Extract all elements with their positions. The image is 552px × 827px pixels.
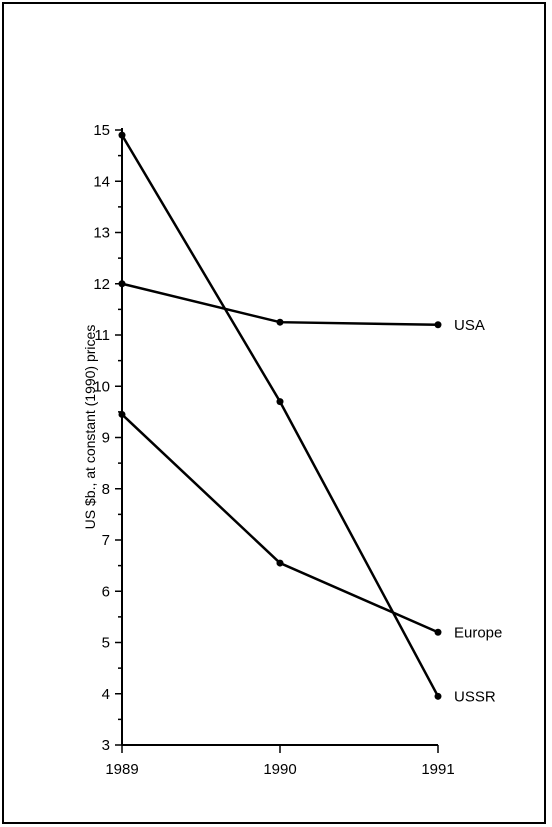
y-axis-ticks: 3 4 5 6 7 8 9 10 11 12 13 14 15: [93, 122, 122, 754]
series-layer: USA Europe USSR: [118, 131, 502, 705]
chart-frame: [2, 2, 546, 824]
y-tick-label: 7: [102, 532, 110, 549]
x-tick-label: 1990: [263, 761, 296, 778]
series-line-usa: [121, 282, 439, 326]
x-tick-label: 1989: [105, 761, 138, 778]
data-point-usa: [276, 318, 284, 326]
y-axis-title: US $b., at constant (1990) prices: [82, 325, 98, 530]
y-tick-label: 12: [93, 276, 110, 293]
data-point-ussr: [118, 131, 126, 139]
y-tick-label: 8: [102, 481, 110, 498]
series-label-usa: USA: [454, 317, 485, 334]
y-tick-label: 11: [94, 327, 110, 344]
y-tick-label: 6: [102, 583, 110, 600]
y-tick-label: 14: [93, 173, 110, 190]
y-tick-label: 9: [102, 430, 110, 447]
y-tick-label: 15: [93, 122, 110, 139]
series-label-europe: Europe: [454, 624, 502, 641]
y-tick-label: 5: [102, 635, 110, 652]
y-tick-label: 10: [93, 378, 110, 395]
data-point-europe: [276, 559, 284, 567]
data-point-ussr: [434, 692, 442, 700]
data-point-europe: [118, 410, 126, 418]
axes: [121, 128, 438, 746]
data-point-europe: [434, 628, 442, 636]
series-line-europe: [121, 413, 439, 634]
y-tick-label: 4: [102, 686, 110, 703]
data-point-usa: [434, 321, 442, 329]
x-axis-ticks: 1989 1990 1991: [105, 745, 455, 778]
x-tick-label: 1991: [421, 761, 454, 778]
series-label-ussr: USSR: [454, 688, 496, 705]
data-point-usa: [118, 280, 126, 288]
y-tick-label: 13: [93, 225, 110, 242]
data-point-ussr: [276, 398, 284, 406]
y-tick-label: 3: [102, 737, 110, 754]
